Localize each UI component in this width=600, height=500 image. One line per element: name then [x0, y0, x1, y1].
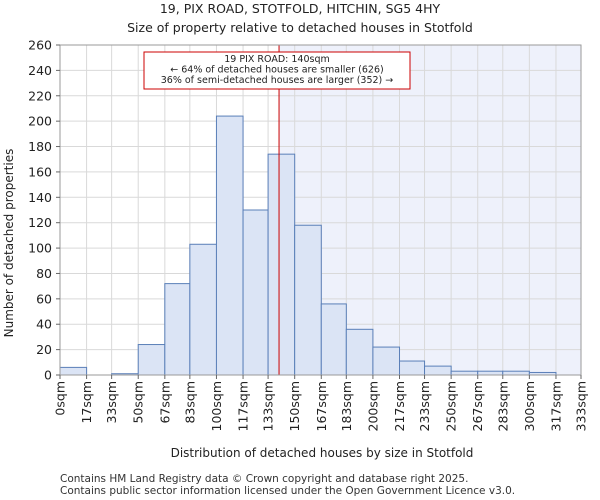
bar [59, 366, 88, 376]
y-tick-label: 60 [36, 291, 52, 306]
bar [215, 115, 244, 376]
bar [242, 209, 269, 376]
bar [502, 370, 530, 376]
y-tick-label: 80 [36, 266, 52, 281]
y-tick-label: 100 [28, 241, 52, 256]
annotation-line: ← 64% of detached houses are smaller (62… [170, 65, 383, 76]
x-tick-label: 0sqm [53, 381, 68, 416]
x-tick-label: 333sqm [574, 381, 589, 431]
footer-copyright: Contains HM Land Registry data © Crown c… [60, 473, 469, 485]
bar [164, 283, 191, 376]
x-tick-label: 83sqm [182, 381, 197, 424]
y-tick-label: 200 [28, 114, 52, 129]
y-tick-label: 120 [28, 215, 52, 230]
x-tick-label: 183sqm [339, 381, 354, 431]
x-tick-label: 167sqm [314, 381, 329, 431]
bar [450, 370, 479, 376]
x-tick-label: 133sqm [261, 381, 276, 431]
y-tick-label: 180 [28, 139, 52, 154]
x-tick-label: 250sqm [444, 381, 459, 431]
axes [59, 44, 582, 376]
bar [189, 243, 217, 376]
axes-frame [59, 44, 582, 376]
bar [137, 344, 166, 376]
bar [477, 370, 504, 376]
x-tick-label: 50sqm [131, 381, 146, 424]
bar [320, 303, 347, 376]
bar [372, 346, 401, 376]
x-tick-label: 283sqm [495, 381, 510, 431]
y-axis-label: Number of detached properties [2, 149, 16, 338]
x-tick-label: 100sqm [209, 381, 224, 431]
y-tick-label: 20 [36, 342, 52, 357]
bar [345, 328, 374, 376]
x-tick-label: 233sqm [417, 381, 432, 431]
y-tick-label: 260 [28, 38, 52, 53]
x-axis-label: Distribution of detached houses by size … [171, 446, 474, 460]
bar [294, 224, 322, 376]
x-tick-label: 217sqm [392, 381, 407, 431]
histogram-chart: 19, PIX ROAD, STOTFOLD, HITCHIN, SG5 4HY… [2, 1, 589, 460]
y-tick-label: 40 [36, 317, 52, 332]
x-tick-label: 117sqm [236, 381, 251, 431]
x-tick-label: 67sqm [157, 381, 172, 424]
y-tick-label: 140 [28, 190, 52, 205]
x-tick-label: 17sqm [79, 381, 94, 424]
bar [267, 153, 296, 376]
y-tick-labels: 0 20 40 60 80 100 120 140 160 180 200 220 240 260 [28, 38, 60, 383]
chart-subtitle: Size of property relative to detached ho… [127, 20, 473, 35]
x-tick-label: 317sqm [548, 381, 563, 431]
y-tick-label: 220 [28, 88, 52, 103]
x-tick-label: 300sqm [522, 381, 537, 431]
annotation-box: 19 PIX ROAD: 140sqm← 64% of detached hou… [143, 51, 411, 90]
x-tick-label: 200sqm [365, 381, 380, 431]
x-tick-labels: 0sqm 17sqm 33sqm 50sqm 67sqm 83sqm 100sqm 117sq… [53, 375, 589, 431]
y-tick-label: 0 [44, 368, 52, 383]
bar [424, 365, 452, 376]
grid-lines [59, 44, 582, 376]
x-tick-label: 33sqm [104, 381, 119, 424]
footer-licence: Contains public sector information licen… [60, 485, 516, 497]
x-tick-label: 267sqm [470, 381, 485, 431]
annotation-frame [143, 51, 411, 90]
plot-background [60, 45, 581, 375]
y-tick-label: 240 [28, 63, 52, 78]
annotation-line: 19 PIX ROAD: 140sqm [224, 54, 329, 65]
bar [399, 360, 426, 376]
annotation-line: 36% of semi-detached houses are larger (… [161, 75, 394, 86]
y-tick-label: 160 [28, 164, 52, 179]
x-tick-label: 150sqm [287, 381, 302, 431]
chart-title: 19, PIX ROAD, STOTFOLD, HITCHIN, SG5 4HY [160, 1, 441, 16]
